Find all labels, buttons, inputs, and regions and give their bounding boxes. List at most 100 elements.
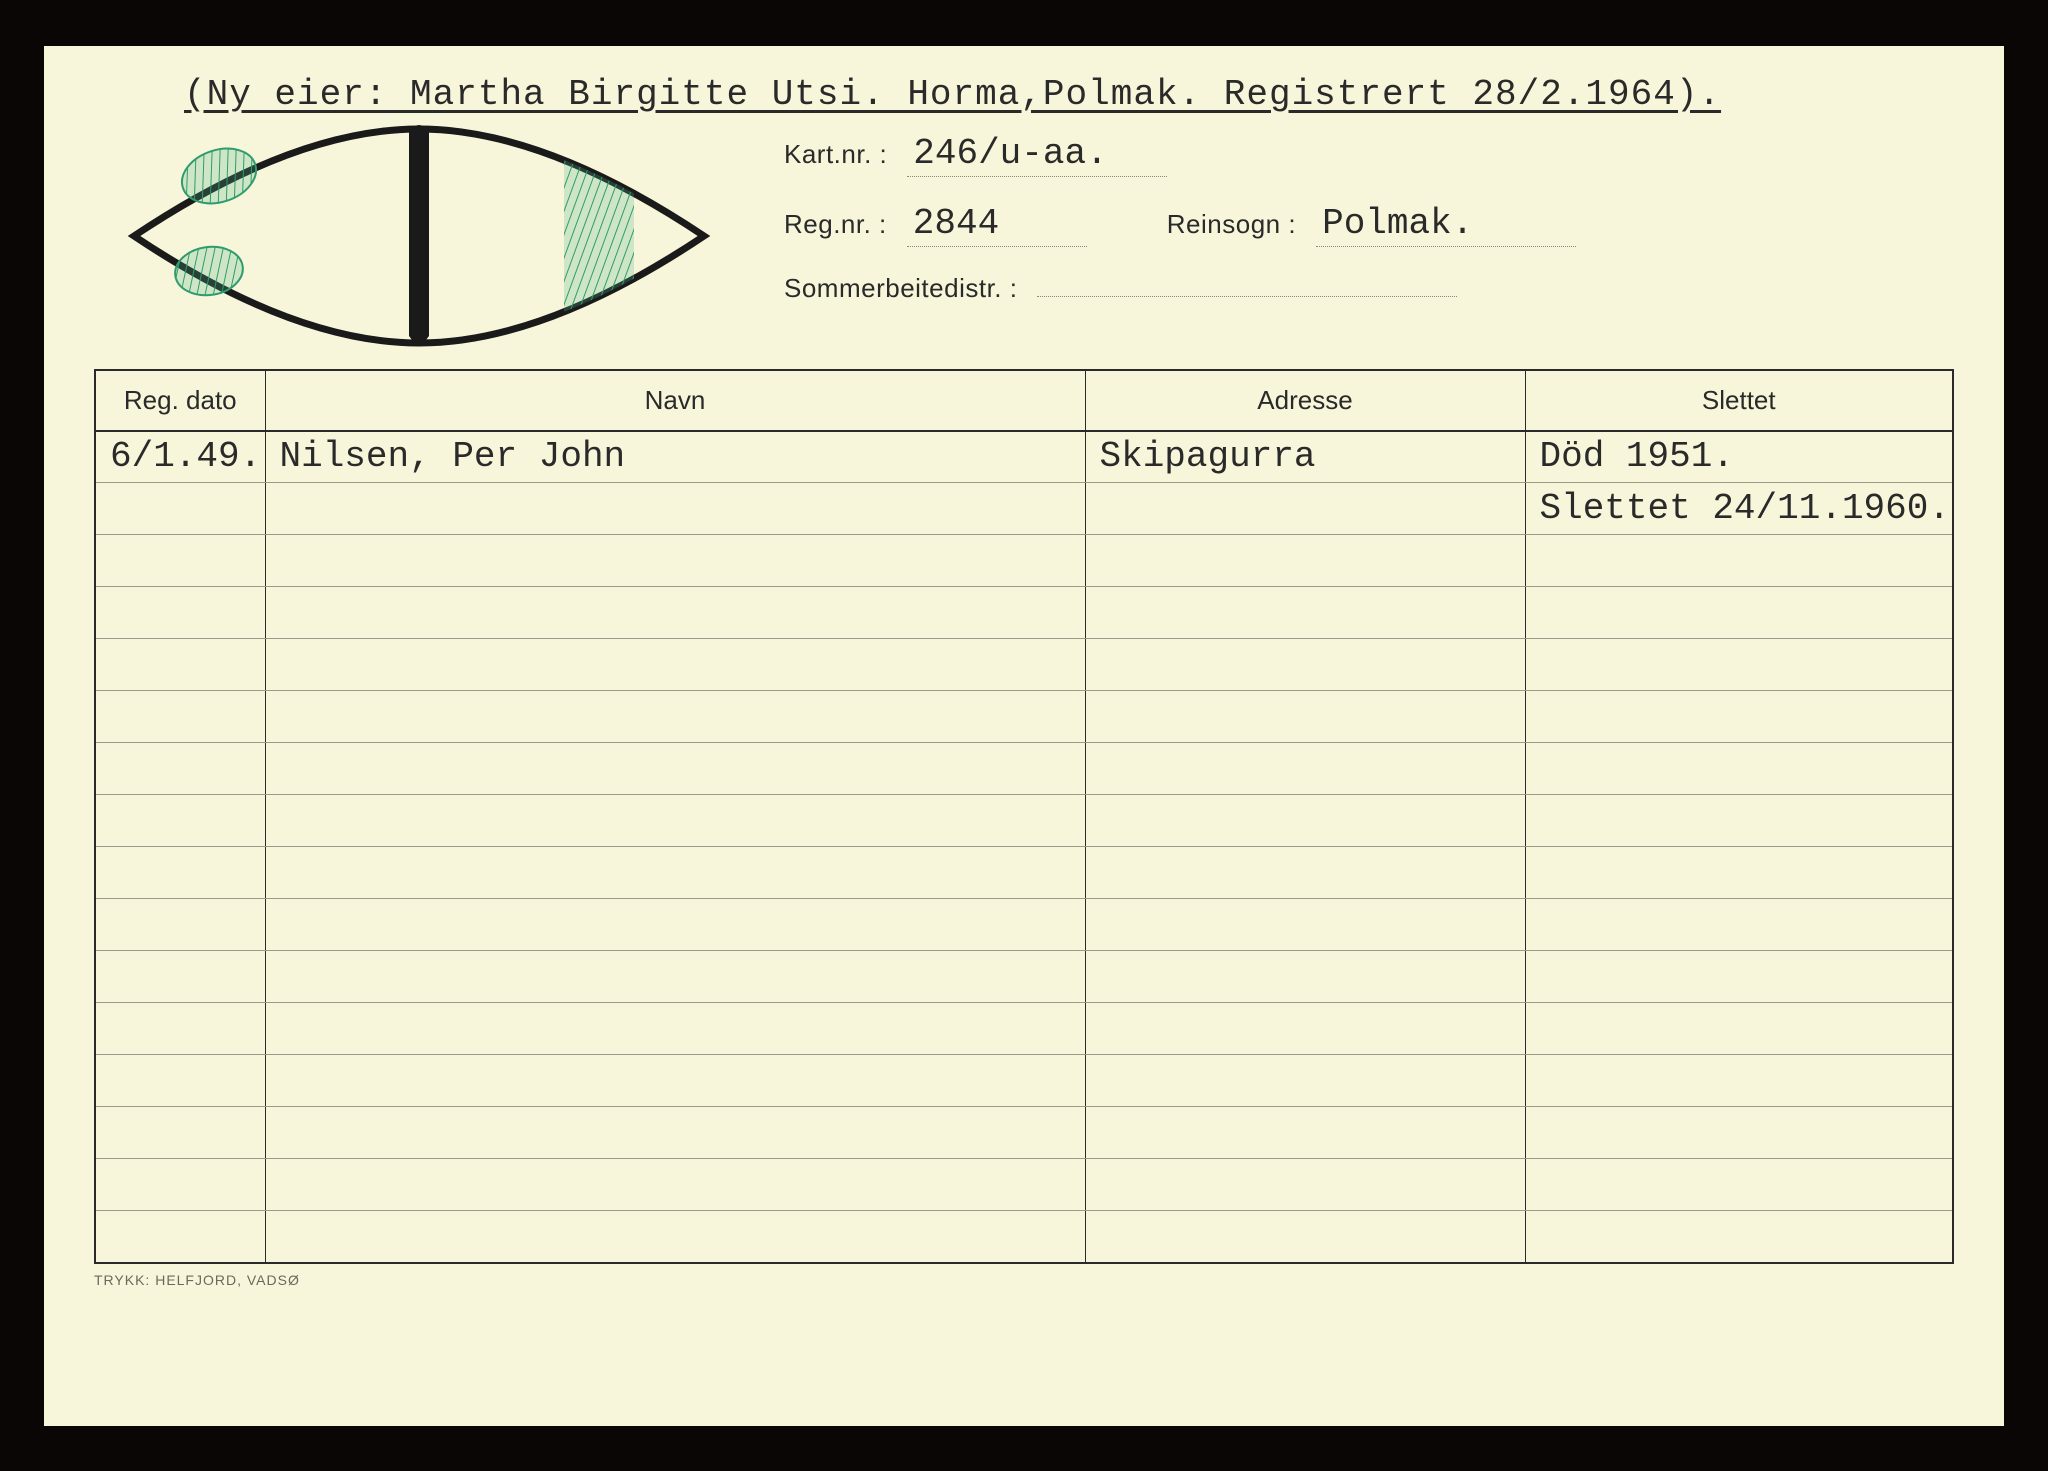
table-row bbox=[95, 691, 1953, 743]
table-row bbox=[95, 1211, 1953, 1263]
cell-dato bbox=[95, 1003, 265, 1055]
cell-adresse bbox=[1085, 1003, 1525, 1055]
cell-dato bbox=[95, 483, 265, 535]
cell-slettet bbox=[1525, 951, 1953, 1003]
kartnr-label: Kart.nr. : bbox=[784, 139, 887, 170]
cell-navn bbox=[265, 1055, 1085, 1107]
cell-navn bbox=[265, 639, 1085, 691]
regnr-label: Reg.nr. : bbox=[784, 209, 887, 240]
cell-adresse bbox=[1085, 1107, 1525, 1159]
cell-navn bbox=[265, 1211, 1085, 1263]
ear-mark-diagram bbox=[94, 121, 744, 351]
cell-navn bbox=[265, 691, 1085, 743]
table-row bbox=[95, 587, 1953, 639]
cell-adresse: Skipagurra bbox=[1085, 431, 1525, 483]
regnr-value: 2844 bbox=[907, 203, 1087, 247]
cell-slettet: Slettet 24/11.1960. bbox=[1525, 483, 1953, 535]
table-row bbox=[95, 847, 1953, 899]
col-navn: Navn bbox=[265, 370, 1085, 431]
cell-navn bbox=[265, 483, 1085, 535]
table-row bbox=[95, 639, 1953, 691]
table-row bbox=[95, 1003, 1953, 1055]
table-row bbox=[95, 743, 1953, 795]
cell-dato bbox=[95, 795, 265, 847]
reinsogn-value: Polmak. bbox=[1316, 203, 1576, 247]
cell-slettet bbox=[1525, 535, 1953, 587]
table-row bbox=[95, 535, 1953, 587]
cell-adresse bbox=[1085, 691, 1525, 743]
cell-adresse bbox=[1085, 639, 1525, 691]
cell-adresse bbox=[1085, 847, 1525, 899]
cell-slettet bbox=[1525, 1055, 1953, 1107]
cell-slettet bbox=[1525, 1003, 1953, 1055]
top-note: (Ny eier: Martha Birgitte Utsi. Horma,Po… bbox=[184, 74, 1954, 115]
index-card: (Ny eier: Martha Birgitte Utsi. Horma,Po… bbox=[44, 46, 2004, 1426]
table-row: Slettet 24/11.1960. bbox=[95, 483, 1953, 535]
col-reg-dato: Reg. dato bbox=[95, 370, 265, 431]
cell-dato bbox=[95, 1107, 265, 1159]
cell-dato bbox=[95, 535, 265, 587]
cell-slettet bbox=[1525, 587, 1953, 639]
cell-adresse bbox=[1085, 1159, 1525, 1211]
cell-slettet bbox=[1525, 899, 1953, 951]
cell-dato bbox=[95, 899, 265, 951]
cell-adresse bbox=[1085, 535, 1525, 587]
cell-navn bbox=[265, 535, 1085, 587]
cell-adresse bbox=[1085, 1055, 1525, 1107]
cell-slettet bbox=[1525, 1107, 1953, 1159]
cell-navn bbox=[265, 1107, 1085, 1159]
cell-dato bbox=[95, 1055, 265, 1107]
cell-adresse bbox=[1085, 899, 1525, 951]
cell-adresse bbox=[1085, 483, 1525, 535]
header-area: Kart.nr. : 246/u-aa. Reg.nr. : 2844 Rein… bbox=[94, 127, 1954, 351]
cell-dato bbox=[95, 951, 265, 1003]
cell-adresse bbox=[1085, 1211, 1525, 1263]
meta-block: Kart.nr. : 246/u-aa. Reg.nr. : 2844 Rein… bbox=[784, 127, 1954, 330]
printer-footer: TRYKK: HELFJORD, VADSØ bbox=[94, 1272, 1954, 1288]
cell-adresse bbox=[1085, 795, 1525, 847]
cell-slettet bbox=[1525, 1159, 1953, 1211]
table-header-row: Reg. dato Navn Adresse Slettet bbox=[95, 370, 1953, 431]
reinsogn-label: Reinsogn : bbox=[1167, 209, 1296, 240]
cell-navn bbox=[265, 1159, 1085, 1211]
col-adresse: Adresse bbox=[1085, 370, 1525, 431]
cell-slettet bbox=[1525, 847, 1953, 899]
sommer-label: Sommerbeitedistr. : bbox=[784, 273, 1017, 304]
cell-navn bbox=[265, 847, 1085, 899]
table-row bbox=[95, 1107, 1953, 1159]
cell-dato bbox=[95, 1211, 265, 1263]
cell-dato bbox=[95, 1159, 265, 1211]
table-row bbox=[95, 951, 1953, 1003]
cell-slettet bbox=[1525, 639, 1953, 691]
table-row bbox=[95, 899, 1953, 951]
cell-slettet: Död 1951. bbox=[1525, 431, 1953, 483]
kartnr-value: 246/u-aa. bbox=[907, 133, 1167, 177]
cell-dato bbox=[95, 587, 265, 639]
cell-navn bbox=[265, 743, 1085, 795]
cell-adresse bbox=[1085, 587, 1525, 639]
cell-slettet bbox=[1525, 795, 1953, 847]
table-row bbox=[95, 795, 1953, 847]
register-table: Reg. dato Navn Adresse Slettet 6/1.49.Ni… bbox=[94, 369, 1954, 1264]
cell-slettet bbox=[1525, 691, 1953, 743]
cell-dato bbox=[95, 743, 265, 795]
cell-adresse bbox=[1085, 743, 1525, 795]
cell-slettet bbox=[1525, 1211, 1953, 1263]
cell-navn bbox=[265, 795, 1085, 847]
col-slettet: Slettet bbox=[1525, 370, 1953, 431]
cell-dato bbox=[95, 639, 265, 691]
table-row bbox=[95, 1055, 1953, 1107]
cell-dato bbox=[95, 847, 265, 899]
table-row: 6/1.49.Nilsen, Per JohnSkipagurraDöd 195… bbox=[95, 431, 1953, 483]
table-row bbox=[95, 1159, 1953, 1211]
cell-slettet bbox=[1525, 743, 1953, 795]
cell-navn bbox=[265, 587, 1085, 639]
cell-navn bbox=[265, 951, 1085, 1003]
cell-dato bbox=[95, 691, 265, 743]
cell-navn bbox=[265, 1003, 1085, 1055]
cell-navn bbox=[265, 899, 1085, 951]
cell-dato: 6/1.49. bbox=[95, 431, 265, 483]
cell-navn: Nilsen, Per John bbox=[265, 431, 1085, 483]
cell-adresse bbox=[1085, 951, 1525, 1003]
sommer-value bbox=[1037, 294, 1457, 297]
